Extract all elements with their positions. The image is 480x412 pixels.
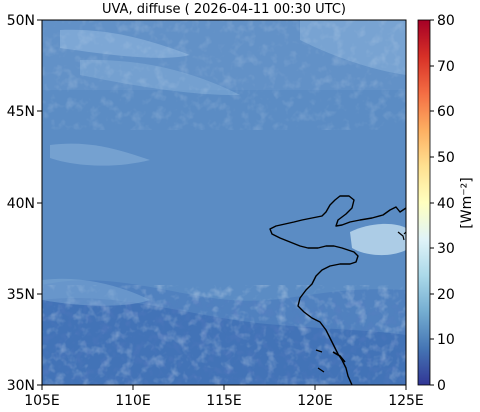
- coastline: [269, 195, 407, 386]
- y-tick-label: 30N: [7, 378, 35, 394]
- y-tick-label: 45N: [7, 104, 35, 120]
- colorbar-tick: 20: [437, 287, 455, 303]
- colorbar-tick: 70: [437, 59, 455, 75]
- x-axis: 105E 110E 115E 120E 125E: [24, 385, 424, 409]
- bright-patch: [350, 223, 406, 256]
- x-tick-label: 110E: [115, 393, 151, 409]
- y-tick-label: 40N: [7, 196, 35, 212]
- y-axis: 30N 35N 40N 45N 50N: [7, 13, 42, 394]
- colorbar-gradient: [417, 19, 431, 386]
- x-tick-label: 115E: [206, 393, 242, 409]
- x-tick-label: 120E: [297, 393, 333, 409]
- colorbar-tick: 60: [437, 104, 455, 120]
- uva-field: [42, 20, 406, 385]
- colorbar-tick: 50: [437, 150, 455, 166]
- colorbar-tick: 80: [437, 13, 455, 29]
- colorbar-tick: 30: [437, 241, 455, 257]
- y-tick-label: 35N: [7, 287, 35, 303]
- y-tick-label: 50N: [7, 13, 35, 29]
- x-tick-label: 125E: [388, 393, 424, 409]
- colorbar-label: [Wm⁻²]: [459, 177, 475, 228]
- colorbar-tick: 40: [437, 196, 455, 212]
- colorbar-tick: 0: [437, 378, 446, 394]
- colorbar: 0 10 20 30 40 50 60 70 80 [Wm⁻²]: [417, 13, 475, 394]
- x-tick-label: 105E: [24, 393, 60, 409]
- colorbar-tick: 10: [437, 332, 455, 348]
- map-title: UVA, diffuse ( 2026-04-11 00:30 UTC): [101, 2, 347, 17]
